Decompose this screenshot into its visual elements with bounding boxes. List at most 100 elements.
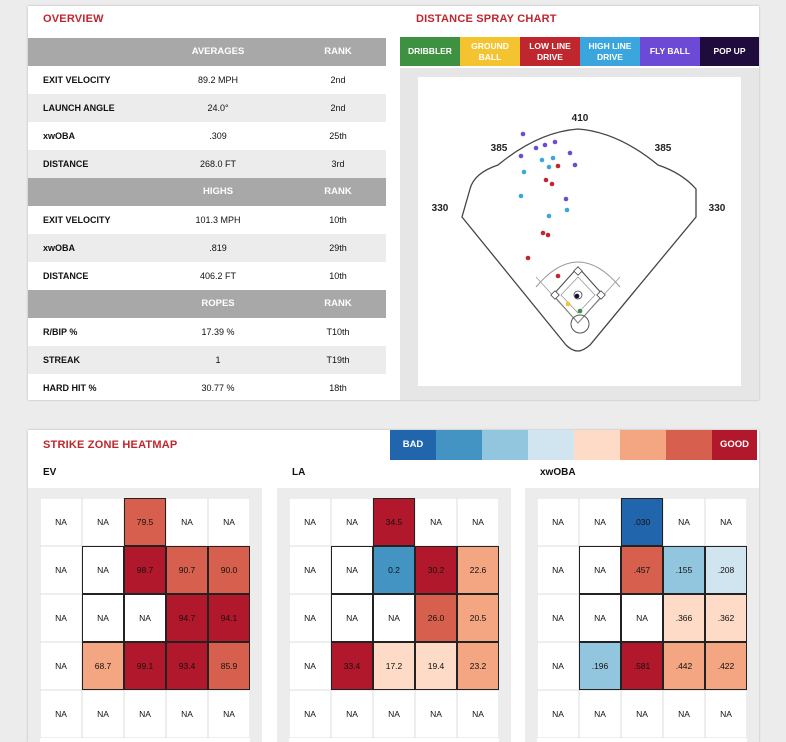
- heatmap-cell: NA: [415, 498, 457, 546]
- ball-hld: [521, 169, 527, 175]
- overview-title: OVERVIEW: [43, 13, 104, 25]
- stat-value: .819: [209, 243, 227, 253]
- heatmap-cell: 98.7: [124, 546, 166, 594]
- ball-fly: [520, 131, 526, 137]
- stat-rank: 2nd: [330, 103, 346, 113]
- heatmap-cell: .030: [621, 498, 663, 546]
- ball-fly: [563, 196, 569, 202]
- stat-rank: 25th: [329, 131, 347, 141]
- stat-value: 24.0°: [207, 103, 229, 113]
- scale-swatch: [482, 430, 528, 460]
- second-base: [573, 266, 583, 276]
- stat-value: 406.2 FT: [199, 271, 237, 281]
- stat-rank: 10th: [329, 215, 347, 225]
- scale-good-label: GOOD: [712, 430, 757, 460]
- heatmap-cell: NA: [705, 498, 747, 546]
- scale-swatch: [574, 430, 620, 460]
- heatmap-cell: NA: [621, 690, 663, 738]
- distance-right-center: 385: [655, 143, 672, 154]
- batted-balls: [518, 131, 583, 314]
- heatmap-cell: NA: [415, 690, 457, 738]
- heatmap-label: xwOBA: [540, 467, 576, 478]
- heatmap-cell: 85.9: [208, 642, 250, 690]
- stat-value: 17.39 %: [201, 327, 235, 337]
- stat-rank: 2nd: [330, 75, 346, 85]
- stat-value: 89.2 MPH: [197, 75, 239, 85]
- heatmap-grid: NA NA .030 NA NA NA NA .457.155.208 NA NA NA .366.3…: [537, 498, 747, 742]
- heatmap-cell: 26.0: [415, 594, 457, 642]
- heatmap-cell: 90.7: [166, 546, 208, 594]
- heatmap-cell: NA: [373, 594, 415, 642]
- heatmap-cell: NA: [289, 594, 331, 642]
- scale-swatch: [666, 430, 712, 460]
- heatmap-cell: NA: [289, 690, 331, 738]
- overview-row: xwOBA .309 25th: [28, 122, 386, 150]
- stat-rank: T10th: [326, 327, 350, 337]
- heatmap-cell: NA: [621, 594, 663, 642]
- heatmap-cell: 33.4: [331, 642, 373, 690]
- stat-label: DISTANCE: [43, 159, 89, 169]
- heatmap-cell: NA: [663, 498, 705, 546]
- third-base: [550, 290, 560, 300]
- ball-hld: [564, 207, 570, 213]
- stat-label: LAUNCH ANGLE: [43, 103, 115, 113]
- overview-section-header: AVERAGES RANK: [28, 38, 386, 66]
- spray-chart-title: DISTANCE SPRAY CHART: [416, 13, 557, 25]
- overview-row: LAUNCH ANGLE 24.0° 2nd: [28, 94, 386, 122]
- scale-swatch: [528, 430, 574, 460]
- home-plate-circle: [570, 314, 590, 334]
- stat-rank: 10th: [329, 271, 347, 281]
- overview-row: STREAK 1 T19th: [28, 346, 386, 374]
- heatmap-cell: NA: [579, 594, 621, 642]
- stat-label: xwOBA: [43, 131, 76, 141]
- legend-item-low-line-drive: LOW LINE DRIVE: [520, 37, 580, 66]
- heatmap-cell: 17.2: [373, 642, 415, 690]
- heatmap-cell: NA: [537, 498, 579, 546]
- heatmap-cell: NA: [537, 642, 579, 690]
- heatmap-cell: 68.7: [82, 642, 124, 690]
- heatmap-cell: 19.4: [415, 642, 457, 690]
- ball-lld: [543, 177, 549, 183]
- heatmap-cell: .442: [663, 642, 705, 690]
- spray-chart: 410 385 385 330 330: [418, 77, 741, 386]
- distance-center: 410: [572, 113, 589, 124]
- first-base: [596, 290, 606, 300]
- section-header-label: ROPES: [201, 298, 235, 309]
- heatmap-cell: NA: [579, 690, 621, 738]
- rank-header-label: RANK: [324, 46, 352, 57]
- ball-hld: [518, 193, 524, 199]
- heatmap-cell: .208: [705, 546, 747, 594]
- heatmap-cell: .362: [705, 594, 747, 642]
- ball-hld: [546, 164, 552, 170]
- stat-value: 1: [215, 355, 221, 365]
- heatmap-cell: 22.6: [457, 546, 499, 594]
- heatmap-cell: NA: [40, 642, 82, 690]
- distance-left-center: 385: [491, 143, 508, 154]
- pitchers-mound: [573, 290, 583, 300]
- rank-header-label: RANK: [324, 186, 352, 197]
- section-header-label: AVERAGES: [191, 46, 245, 57]
- heatmap-cell: 93.4: [166, 642, 208, 690]
- heatmap-cell: NA: [537, 546, 579, 594]
- ball-fly: [542, 142, 548, 148]
- heatmap-cell: NA: [82, 498, 124, 546]
- heatmap-cell: NA: [124, 594, 166, 642]
- heatmap-cell: NA: [82, 690, 124, 738]
- heatmap-cell: 23.2: [457, 642, 499, 690]
- legend-item-ground-ball: GROUND BALL: [460, 37, 520, 66]
- heatmap-title: STRIKE ZONE HEATMAP: [43, 439, 178, 451]
- stat-rank: T19th: [326, 355, 350, 365]
- heatmap-cell: 99.1: [124, 642, 166, 690]
- stat-label: EXIT VELOCITY: [43, 75, 111, 85]
- heatmap-cell: NA: [40, 690, 82, 738]
- ball-fly: [572, 162, 578, 168]
- heatmap-cell: NA: [82, 594, 124, 642]
- heatmap-cell: NA: [40, 546, 82, 594]
- overview-row: HARD HIT % 30.77 % 18th: [28, 374, 386, 402]
- ball-fly: [567, 150, 573, 156]
- ball-hld: [539, 157, 545, 163]
- heatmap-cell: NA: [289, 498, 331, 546]
- legend-item-fly-ball: FLY BALL: [640, 37, 700, 66]
- heatmap-cell: NA: [537, 690, 579, 738]
- legend-item-pop-up: POP UP: [700, 37, 759, 66]
